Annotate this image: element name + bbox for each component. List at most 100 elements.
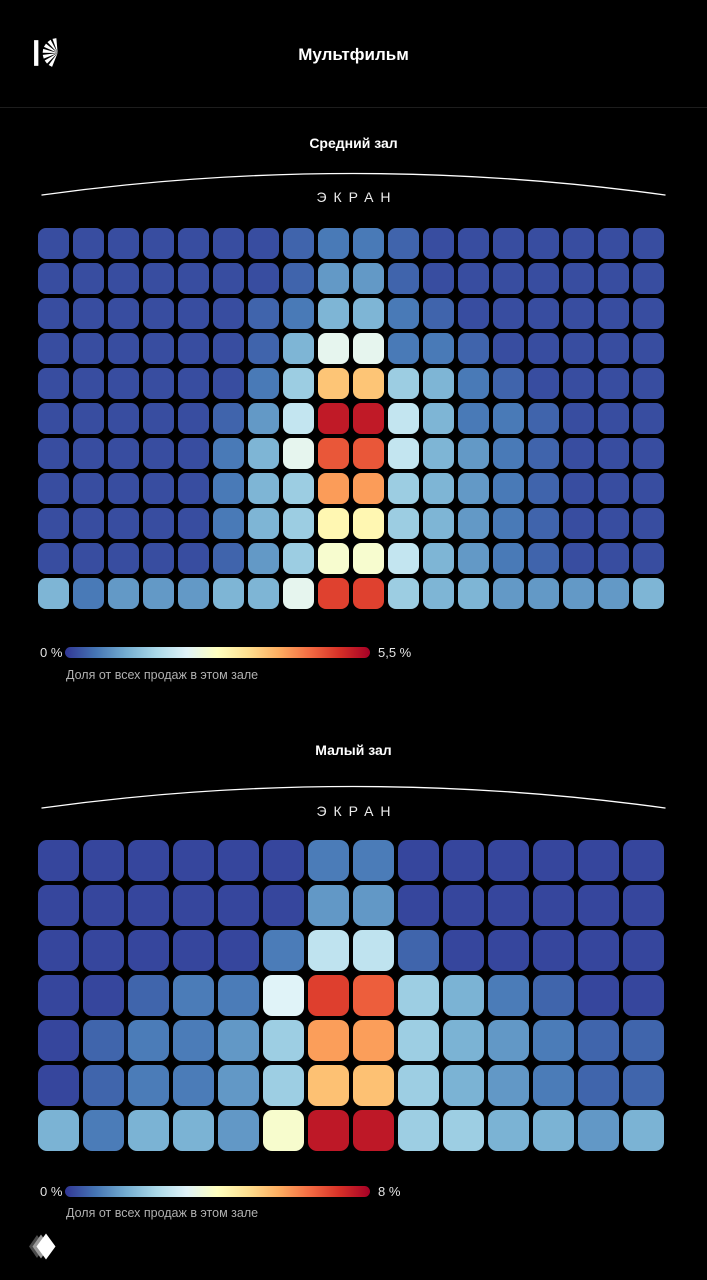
seat-cell: [563, 403, 594, 434]
seat-cell: [493, 473, 524, 504]
seat-cell: [493, 508, 524, 539]
seat-cell: [108, 333, 139, 364]
seat-cell: [173, 840, 214, 881]
seat-cell: [353, 885, 394, 926]
seat-cell: [353, 1065, 394, 1106]
seat-cell: [143, 438, 174, 469]
seat-cell: [73, 263, 104, 294]
seat-cell: [353, 473, 384, 504]
seat-cell: [38, 368, 69, 399]
seat-cell: [218, 885, 259, 926]
seat-cell: [73, 578, 104, 609]
seat-cell: [598, 438, 629, 469]
seat-cell: [218, 840, 259, 881]
seat-cell: [533, 1020, 574, 1061]
seat-cell: [493, 578, 524, 609]
seat-cell: [458, 438, 489, 469]
seat-cell: [388, 508, 419, 539]
screen-arc: [41, 785, 666, 809]
seat-cell: [108, 298, 139, 329]
seat-cell: [213, 298, 244, 329]
seat-cell: [533, 930, 574, 971]
seat-cell: [73, 473, 104, 504]
seat-cell: [73, 368, 104, 399]
seat-cell: [443, 1020, 484, 1061]
seat-cell: [308, 1020, 349, 1061]
seat-cell: [248, 368, 279, 399]
seat-cell: [528, 298, 559, 329]
seat-cell: [108, 508, 139, 539]
seat-cell: [598, 473, 629, 504]
seat-cell: [353, 930, 394, 971]
seat-cell: [398, 885, 439, 926]
seat-cell: [578, 1020, 619, 1061]
seat-cell: [73, 333, 104, 364]
seat-cell: [633, 228, 664, 259]
seat-cell: [178, 543, 209, 574]
app-logo-icon[interactable]: [34, 38, 62, 68]
seat-cell: [633, 403, 664, 434]
seat-cell: [73, 543, 104, 574]
seat-cell: [633, 508, 664, 539]
seat-cell: [578, 930, 619, 971]
seat-cell: [563, 508, 594, 539]
seat-cell: [108, 543, 139, 574]
seat-cell: [488, 975, 529, 1016]
seat-cell: [353, 333, 384, 364]
seat-cell: [283, 368, 314, 399]
seat-cell: [248, 298, 279, 329]
seat-cell: [213, 438, 244, 469]
seat-cell: [263, 840, 304, 881]
seat-cell: [213, 368, 244, 399]
seat-cell: [388, 578, 419, 609]
seat-cell: [283, 543, 314, 574]
seat-cell: [493, 333, 524, 364]
seat-cell: [528, 333, 559, 364]
seat-cell: [283, 473, 314, 504]
seat-cell: [623, 975, 664, 1016]
seat-cell: [458, 228, 489, 259]
seat-cell: [173, 885, 214, 926]
legend-min-label: 0 %: [40, 645, 63, 660]
seat-cell: [493, 543, 524, 574]
seat-cell: [178, 473, 209, 504]
seat-cell: [83, 885, 124, 926]
seat-cell: [308, 885, 349, 926]
seat-cell: [623, 1020, 664, 1061]
seat-cell: [263, 1110, 304, 1151]
seat-cell: [283, 403, 314, 434]
seat-cell: [388, 403, 419, 434]
seat-cell: [493, 438, 524, 469]
seat-cell: [443, 975, 484, 1016]
seat-cell: [143, 333, 174, 364]
seat-heatmap-small-hall: [38, 840, 664, 1151]
seat-cell: [128, 930, 169, 971]
seat-cell: [578, 975, 619, 1016]
seat-cell: [398, 975, 439, 1016]
seat-cell: [623, 1065, 664, 1106]
seat-cell: [353, 263, 384, 294]
seat-cell: [263, 1065, 304, 1106]
seat-cell: [38, 438, 69, 469]
seat-cell: [283, 333, 314, 364]
seat-cell: [318, 263, 349, 294]
seat-cell: [38, 508, 69, 539]
seat-cell: [488, 840, 529, 881]
seat-cell: [73, 298, 104, 329]
hall-title-small: Малый зал: [315, 742, 392, 758]
seat-cell: [493, 368, 524, 399]
seat-cell: [423, 473, 454, 504]
seat-cell: [598, 368, 629, 399]
seat-cell: [173, 1065, 214, 1106]
seat-cell: [458, 368, 489, 399]
seat-cell: [308, 1110, 349, 1151]
seat-cell: [38, 228, 69, 259]
seat-cell: [73, 228, 104, 259]
seat-cell: [388, 333, 419, 364]
seat-cell: [143, 508, 174, 539]
seat-cell: [423, 298, 454, 329]
seat-cell: [598, 403, 629, 434]
seat-cell: [528, 508, 559, 539]
seat-cell: [128, 840, 169, 881]
